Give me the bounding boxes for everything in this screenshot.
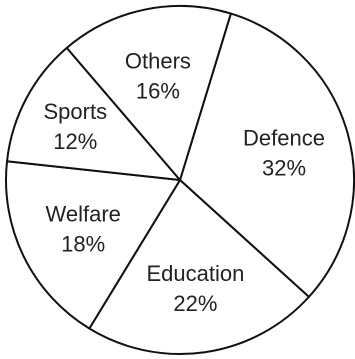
pie-value-label-defence: 32% (262, 155, 306, 180)
pie-value-label-welfare: 18% (61, 232, 105, 257)
pie-label-sports: Sports (44, 99, 108, 124)
pie-value-label-sports: 12% (53, 129, 97, 154)
pie-labels: Defence 32% Education 22% Welfare 18% Sports 12… (44, 48, 325, 315)
pie-value-label-others: 16% (136, 78, 180, 103)
pie-slice-defence (179, 12, 355, 298)
pie-label-welfare: Welfare (45, 202, 120, 227)
pie-label-others: Others (125, 48, 191, 73)
pie-value-label-education: 22% (173, 291, 217, 316)
pie-slice-welfare (5, 160, 181, 330)
pie-label-defence: Defence (243, 125, 325, 150)
pie-slice-sports (6, 46, 181, 181)
pie-slices (5, 5, 355, 355)
pie-label-education: Education (146, 261, 244, 286)
pie-slice-education (88, 179, 310, 355)
pie-slice-others (65, 5, 232, 181)
